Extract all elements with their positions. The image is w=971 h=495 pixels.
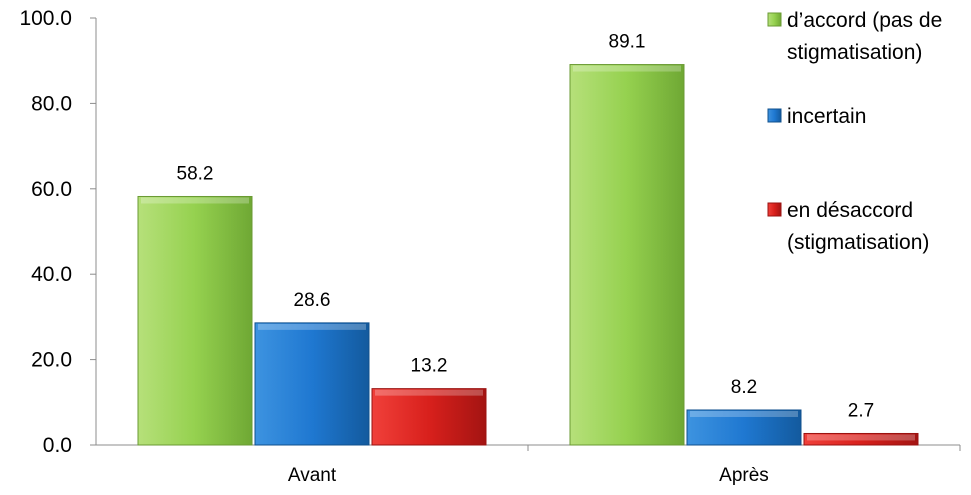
- data-label: 89.1: [609, 32, 646, 53]
- legend-label: d’accord (pas de: [787, 9, 942, 32]
- y-tick-label: 40.0: [31, 263, 72, 286]
- bar: [569, 64, 685, 446]
- data-label: 58.2: [177, 163, 214, 184]
- bar: [137, 195, 253, 446]
- bar: [254, 322, 370, 446]
- data-label: 13.2: [411, 356, 448, 377]
- legend-label: stigmatisation): [787, 41, 922, 64]
- data-label: 8.2: [731, 377, 757, 398]
- y-tick-label: 80.0: [31, 92, 72, 115]
- bar-highlight: [258, 323, 366, 330]
- bar-highlight: [375, 389, 483, 396]
- axis-layer: 0.0 20.0 40.0 60.0 80.0 100.0 Avant Après: [19, 7, 961, 486]
- bars-layer: [137, 64, 919, 446]
- legend-label: en désaccord: [787, 199, 913, 222]
- legend: d’accord (pas de stigmatisation) incertain…: [767, 9, 942, 254]
- bar-highlight: [141, 197, 249, 204]
- x-category-label: Avant: [288, 465, 337, 486]
- legend-label: (stigmatisation): [787, 231, 929, 254]
- data-label: 28.6: [294, 290, 331, 311]
- bar: [371, 388, 487, 446]
- bar-highlight: [690, 410, 798, 417]
- y-tick-label: 0.0: [43, 434, 72, 457]
- bar-highlight: [807, 434, 915, 441]
- y-tick-label: 60.0: [31, 178, 72, 201]
- legend-swatch: [767, 202, 782, 217]
- bar: [686, 409, 802, 446]
- legend-label: incertain: [787, 105, 866, 128]
- legend-swatch: [767, 12, 782, 27]
- data-label: 2.7: [848, 400, 874, 421]
- bar-highlight: [573, 65, 681, 72]
- data-labels-layer: 58.2 28.6 13.2 89.1 8.2 2.7: [177, 32, 875, 422]
- bar: [803, 432, 919, 446]
- x-category-label: Après: [719, 465, 769, 486]
- y-tick-label: 100.0: [19, 7, 72, 30]
- legend-swatch: [767, 108, 782, 123]
- y-tick-label: 20.0: [31, 349, 72, 372]
